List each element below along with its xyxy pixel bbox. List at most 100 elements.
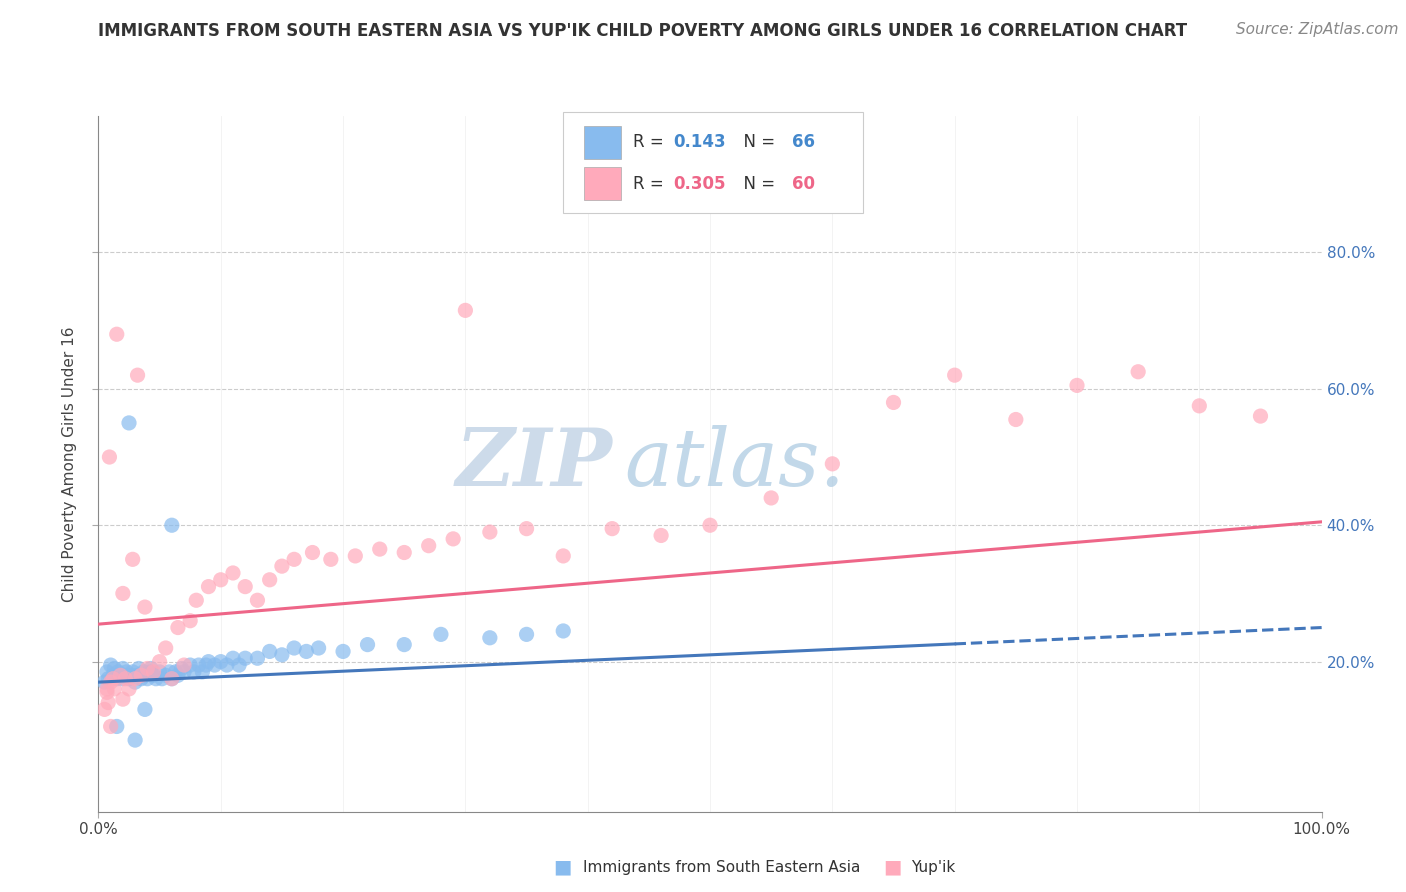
Point [111,586,134,600]
Point [118,672,141,686]
Text: N =: N = [734,175,780,193]
Point [1188,399,1211,413]
Point [105,327,128,342]
Point [142,668,165,682]
Text: 0.143: 0.143 [673,133,725,152]
Point [139,661,162,675]
Point [222,651,245,665]
Point [101,668,124,682]
Point [392,545,416,559]
Point [97,672,120,686]
Point [650,528,672,542]
Point [430,627,453,641]
Text: IMMIGRANTS FROM SOUTH EASTERN ASIA VS YUP'IK CHILD POVERTY AMONG GIRLS UNDER 16 : IMMIGRANTS FROM SOUTH EASTERN ASIA VS YU… [98,22,1188,40]
Point [228,658,250,673]
Point [129,672,152,686]
Point [165,665,187,679]
Point [100,675,122,690]
Point [100,719,122,733]
Point [110,668,132,682]
Point [197,580,219,594]
Point [160,518,183,533]
Point [515,522,537,536]
Point [699,518,721,533]
Point [96,665,118,679]
Point [124,675,146,690]
Point [259,573,281,587]
Point [246,593,269,607]
Point [233,580,256,594]
Point [167,621,190,635]
Point [1066,378,1088,392]
Point [134,702,156,716]
Point [134,668,156,682]
Point [121,665,143,679]
Point [195,658,218,673]
Point [270,648,294,662]
Point [246,651,269,665]
Point [883,395,905,409]
Point [145,672,167,686]
Point [295,644,318,658]
Point [943,368,966,383]
Point [149,665,172,679]
Point [127,668,149,682]
FancyBboxPatch shape [583,126,620,159]
Point [111,661,134,675]
Point [170,661,193,675]
Text: Source: ZipAtlas.com: Source: ZipAtlas.com [1236,22,1399,37]
Point [183,665,205,679]
Point [134,600,156,615]
Point [368,542,391,557]
Point [111,692,134,706]
Point [136,672,159,686]
Point [128,661,150,675]
Text: 60: 60 [792,175,815,193]
Point [111,672,134,686]
Point [301,545,323,559]
FancyBboxPatch shape [564,112,863,213]
Point [197,655,219,669]
Point [93,675,115,690]
Point [515,627,537,641]
Point [553,624,575,638]
Point [127,368,149,383]
Point [392,638,416,652]
Point [129,668,152,682]
Point [1128,365,1150,379]
Point [222,566,245,580]
Point [139,665,162,679]
Point [96,681,118,696]
Point [478,524,501,539]
Point [142,665,165,679]
Point [103,681,125,696]
Text: ZIP: ZIP [456,425,612,502]
Point [761,491,783,505]
Point [114,668,136,682]
Point [124,733,146,747]
Point [115,665,138,679]
Point [441,532,464,546]
FancyBboxPatch shape [583,167,620,201]
Text: R =: R = [633,175,669,193]
Point [186,593,208,607]
Point [478,631,501,645]
Point [1249,409,1271,423]
Point [155,668,177,682]
Point [209,573,232,587]
Point [100,658,122,673]
Point [160,672,183,686]
Text: 66: 66 [792,133,815,152]
Point [121,552,143,566]
Point [136,661,159,675]
Point [120,668,142,682]
Point [553,549,575,563]
Point [105,672,128,686]
Point [160,672,183,686]
Point [209,655,232,669]
Point [97,696,120,710]
Text: ■: ■ [883,857,903,877]
Point [600,522,623,536]
Text: ■: ■ [553,857,572,877]
Point [157,665,180,679]
